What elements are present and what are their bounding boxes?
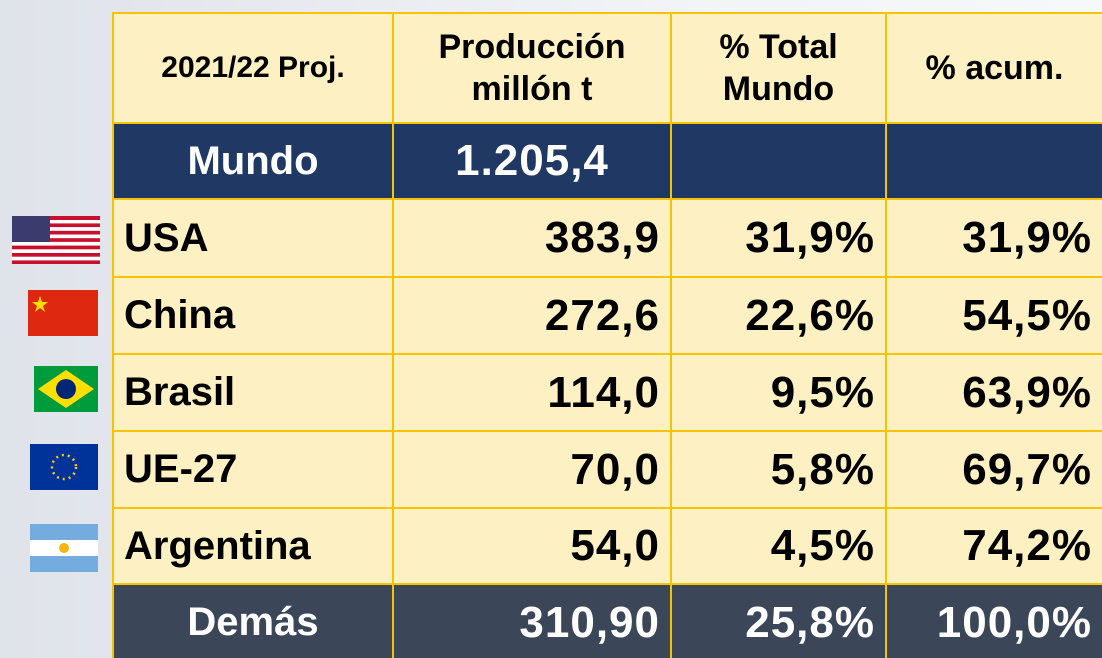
value-cell: 54,5% xyxy=(885,276,1102,355)
flag-china xyxy=(28,290,98,336)
value-cell: 54,0 xyxy=(392,507,672,585)
value-cell: 272,6 xyxy=(392,276,672,355)
value-cell: 310,90 xyxy=(392,583,672,658)
value-cell: 25,8% xyxy=(670,583,887,658)
row-label: Mundo xyxy=(112,122,394,200)
value-cell: 63,9% xyxy=(885,353,1102,432)
value-cell: 74,2% xyxy=(885,507,1102,585)
value-cell: 31,9% xyxy=(670,198,887,278)
row-label: Demás xyxy=(112,583,394,658)
value-cell: 114,0 xyxy=(392,353,672,432)
flag-argentina xyxy=(30,524,98,572)
header-cell: % acum. xyxy=(885,12,1102,124)
value-cell: 70,0 xyxy=(392,430,672,509)
row-label: UE-27 xyxy=(112,430,394,509)
flag-eu xyxy=(30,444,98,490)
flag-usa xyxy=(12,216,100,264)
value-cell: 4,5% xyxy=(670,507,887,585)
header-cell: Producción millón t xyxy=(392,12,672,124)
value-cell: 1.205,4 xyxy=(392,122,672,200)
value-cell: 31,9% xyxy=(885,198,1102,278)
empty-cell xyxy=(670,122,887,200)
row-label: Argentina xyxy=(112,507,394,585)
header-cell: % Total Mundo xyxy=(670,12,887,124)
value-cell: 383,9 xyxy=(392,198,672,278)
value-cell: 100,0% xyxy=(885,583,1102,658)
value-cell: 22,6% xyxy=(670,276,887,355)
empty-cell xyxy=(885,122,1102,200)
flag-brasil xyxy=(34,366,98,412)
value-cell: 5,8% xyxy=(670,430,887,509)
row-label: China xyxy=(112,276,394,355)
value-cell: 69,7% xyxy=(885,430,1102,509)
value-cell: 9,5% xyxy=(670,353,887,432)
row-label: USA xyxy=(112,198,394,278)
header-cell: 2021/22 Proj. xyxy=(112,12,394,124)
row-label: Brasil xyxy=(112,353,394,432)
